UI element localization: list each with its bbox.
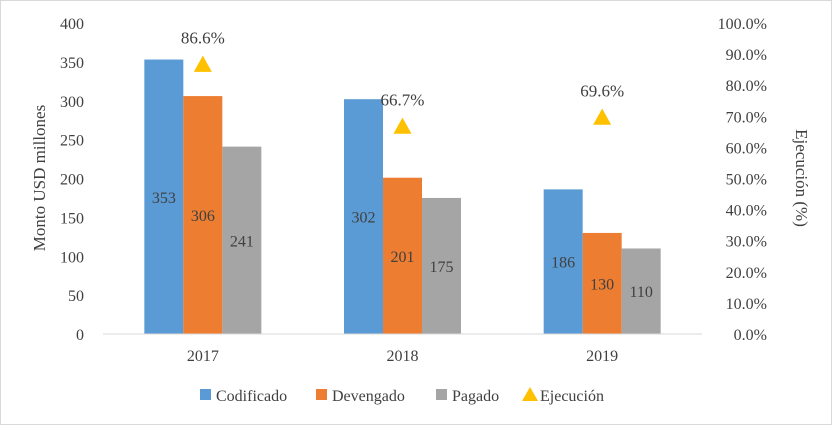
y2-tick-label: 100.0%: [718, 16, 767, 33]
bar-label-codificado-2019: 186: [551, 255, 575, 272]
ejecucion-label-2019: 69.6%: [580, 82, 624, 101]
bar-data-labels: 353 306 241 302 201 175 186 130 110: [152, 190, 653, 301]
bar-label-pagado-2019: 110: [629, 284, 652, 301]
ejecucion-marker-2018: [393, 117, 412, 134]
y-tick-label: 300: [60, 94, 84, 111]
legend-label-devengado: Devengado: [332, 388, 405, 405]
bar-label-devengado-2019: 130: [590, 276, 614, 293]
y2-tick-label: 80.0%: [726, 78, 767, 95]
ejecucion-markers: [193, 55, 612, 134]
ejecucion-data-labels: 86.6% 66.7% 69.6%: [181, 29, 624, 110]
x-axis-ticks: 2017 2018 2019: [187, 348, 618, 365]
y-tick-label: 400: [60, 16, 84, 33]
y-tick-label: 150: [60, 210, 84, 227]
y-axis-title: Monto USD millones: [30, 105, 49, 251]
bar-devengado-2017: [183, 96, 223, 335]
y2-tick-label: 60.0%: [726, 140, 767, 157]
legend-label-codificado: Codificado: [216, 388, 287, 405]
bar-label-devengado-2018: 201: [391, 249, 415, 266]
bar-pagado-2019: [621, 248, 661, 334]
y-tick-label: 0: [76, 327, 84, 344]
x-tick-label: 2018: [387, 348, 419, 365]
legend-swatch-pagado: [436, 389, 447, 400]
legend: Codificado Devengado Pagado Ejecución: [200, 387, 604, 405]
bars: [144, 59, 661, 335]
y2-tick-label: 70.0%: [726, 109, 767, 126]
bar-codificado-2017: [144, 59, 184, 334]
bar-devengado-2018: [383, 177, 422, 334]
legend-swatch-devengado: [316, 389, 327, 400]
bar-codificado-2019: [543, 189, 583, 334]
bar-codificado-2018: [344, 99, 383, 334]
ejecucion-label-2018: 66.7%: [381, 91, 425, 110]
ejecucion-label-2017: 86.6%: [181, 29, 225, 48]
y2-axis-title: Ejecución (%): [792, 129, 811, 227]
y-axis-ticks: 0 50 100 150 200 250 300 350 400: [60, 16, 84, 344]
bar-label-devengado-2017: 306: [191, 208, 215, 225]
y2-tick-label: 50.0%: [726, 172, 767, 189]
ejecucion-marker-2019: [593, 108, 612, 125]
legend-swatch-codificado: [200, 389, 211, 400]
legend-label-pagado: Pagado: [452, 388, 499, 405]
bar-pagado-2017: [222, 146, 262, 334]
y2-tick-label: 10.0%: [726, 296, 767, 313]
bar-label-codificado-2018: 302: [352, 210, 376, 227]
y2-tick-label: 0.0%: [734, 327, 767, 344]
y-tick-label: 250: [60, 133, 84, 150]
bar-label-pagado-2017: 241: [230, 233, 254, 250]
y2-tick-label: 30.0%: [726, 234, 767, 251]
x-tick-label: 2019: [586, 348, 618, 365]
legend-label-ejecución: Ejecución: [540, 388, 604, 405]
y-tick-label: 100: [60, 249, 84, 266]
bar-label-pagado-2018: 175: [430, 259, 454, 276]
y-tick-label: 50: [68, 288, 84, 305]
y-tick-label: 350: [60, 55, 84, 72]
legend-swatch-ejecución: [522, 387, 538, 401]
y2-tick-label: 40.0%: [726, 203, 767, 220]
bar-pagado-2018: [422, 197, 461, 334]
y2-tick-label: 20.0%: [726, 265, 767, 282]
ejecucion-marker-2017: [193, 55, 212, 72]
x-tick-label: 2017: [187, 348, 219, 365]
y-tick-label: 200: [60, 172, 84, 189]
y2-tick-label: 90.0%: [726, 47, 767, 64]
y2-axis-ticks: 0.0% 10.0% 20.0% 30.0% 40.0% 50.0% 60.0% 70.0% 8…: [718, 16, 767, 344]
bar-label-codificado-2017: 353: [152, 190, 176, 207]
bar-devengado-2019: [582, 232, 622, 334]
